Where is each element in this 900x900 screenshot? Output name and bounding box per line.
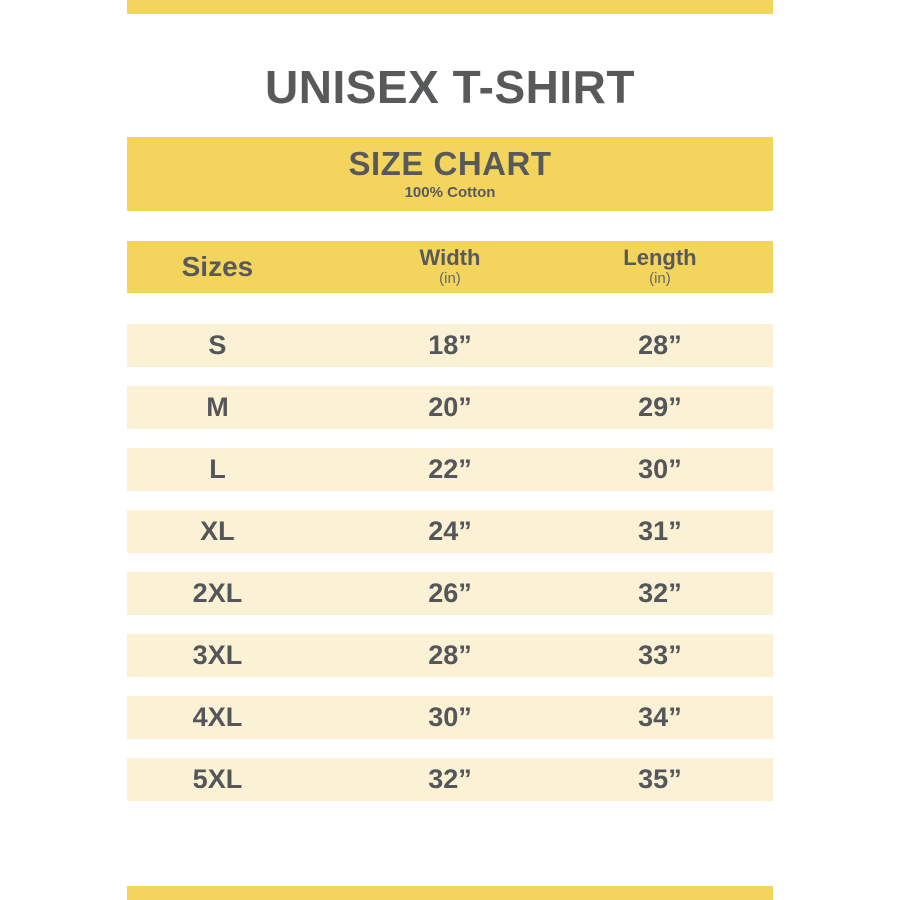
column-header-length-label: Length — [623, 245, 697, 270]
length-cell: 28” — [638, 330, 682, 360]
width-cell: 18” — [428, 330, 472, 360]
size-cell: 3XL — [192, 640, 243, 670]
top-accent-bar — [127, 0, 773, 14]
column-header-length-unit: (in) — [649, 270, 671, 287]
table-header-row: Sizes Width (in) Length (in) — [127, 241, 773, 293]
table-row-l: L 22” 30” — [127, 448, 773, 491]
size-cell: 5XL — [192, 764, 243, 794]
table-row-xl: XL 24” 31” — [127, 510, 773, 553]
length-cell: 31” — [638, 516, 682, 546]
width-cell: 24” — [428, 516, 472, 546]
table-row-m: M 20” 29” — [127, 386, 773, 429]
table-row-s: S 18” 28” — [127, 324, 773, 367]
table-row-4xl: 4XL 30” 34” — [127, 696, 773, 739]
size-table-body: S 18” 28” M 20” 29” L 22” 30” XL 24” 31”… — [127, 324, 773, 820]
size-cell: S — [208, 330, 227, 360]
size-cell: 4XL — [192, 702, 243, 732]
size-cell: XL — [200, 516, 235, 546]
size-chart-banner: SIZE CHART 100% Cotton — [127, 137, 773, 211]
banner-subtitle: 100% Cotton — [404, 184, 496, 201]
width-cell: 20” — [428, 392, 472, 422]
bottom-accent-bar — [127, 886, 773, 900]
column-header-width-unit: (in) — [439, 270, 461, 287]
width-cell: 28” — [428, 640, 472, 670]
size-cell: 2XL — [192, 578, 243, 608]
column-header-width: Width (in) — [360, 241, 541, 293]
size-cell: M — [206, 392, 229, 422]
length-cell: 32” — [638, 578, 682, 608]
column-header-length: Length (in) — [570, 241, 751, 293]
width-cell: 32” — [428, 764, 472, 794]
table-row-3xl: 3XL 28” 33” — [127, 634, 773, 677]
length-cell: 29” — [638, 392, 682, 422]
width-cell: 22” — [428, 454, 472, 484]
banner-title: SIZE CHART — [348, 145, 552, 182]
table-row-5xl: 5XL 32” 35” — [127, 758, 773, 801]
length-cell: 30” — [638, 454, 682, 484]
size-cell: L — [209, 454, 226, 484]
length-cell: 35” — [638, 764, 682, 794]
width-cell: 26” — [428, 578, 472, 608]
length-cell: 33” — [638, 640, 682, 670]
width-cell: 30” — [428, 702, 472, 732]
page-title: UNISEX T-SHIRT — [265, 61, 635, 113]
column-header-sizes: Sizes — [181, 251, 254, 282]
length-cell: 34” — [638, 702, 682, 732]
table-row-2xl: 2XL 26” 32” — [127, 572, 773, 615]
column-header-width-label: Width — [419, 245, 481, 270]
